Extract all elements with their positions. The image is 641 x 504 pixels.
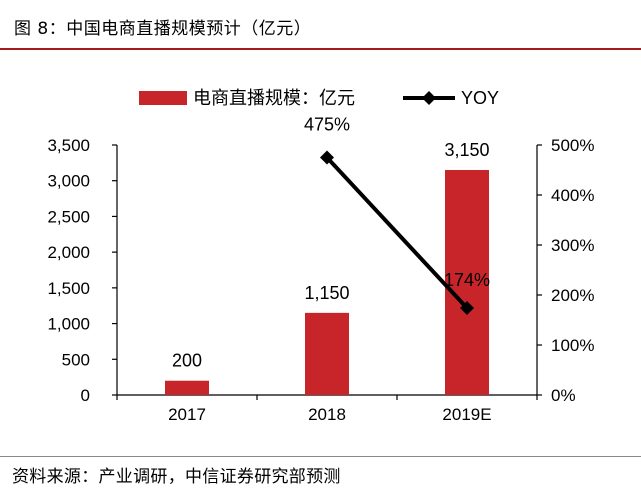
- bar-2018: [305, 312, 349, 395]
- legend-line-label: YOY: [461, 88, 499, 108]
- bar-2017: [165, 380, 209, 395]
- left-y-tick-label: 2,000: [47, 243, 90, 262]
- figure-title: 图 8：中国电商直播规模预计（亿元）: [14, 19, 312, 39]
- bar-value-label: 200: [172, 351, 202, 371]
- x-tick-label: 2017: [168, 405, 206, 424]
- left-y-tick-label: 500: [62, 350, 90, 369]
- right-y-tick-label: 100%: [551, 336, 594, 355]
- left-y-tick-label: 1,500: [47, 279, 90, 298]
- right-y-tick-label: 200%: [551, 286, 594, 305]
- left-y-tick-label: 1,000: [47, 315, 90, 334]
- title-rule: [0, 48, 641, 50]
- left-y-tick-label: 2,500: [47, 207, 90, 226]
- legend-bar-swatch: [139, 91, 187, 105]
- x-tick-label: 2019E: [442, 405, 491, 424]
- yoy-value-label: 475%: [304, 115, 350, 135]
- left-y-tick-label: 3,000: [47, 172, 90, 191]
- bars: [165, 170, 489, 395]
- figure-source: 资料来源：产业调研，中信证券研究部预测: [12, 467, 341, 487]
- yoy-point-marker: [460, 301, 474, 315]
- legend-line-marker: [422, 91, 436, 105]
- right-y-tick-label: 500%: [551, 136, 594, 155]
- yoy-line: [325, 156, 469, 310]
- bar-value-label: 3,150: [444, 140, 489, 160]
- yoy-point-marker: [320, 150, 334, 165]
- right-y-tick-label: 0%: [551, 386, 576, 405]
- right-y-tick-label: 400%: [551, 186, 594, 205]
- right-y-tick-label: 300%: [551, 236, 594, 255]
- left-y-tick-label: 0: [81, 386, 90, 405]
- legend-bar-label: 电商直播规模：亿元: [193, 88, 355, 108]
- chart: 电商直播规模：亿元 YOY 0 500 1,000 1,500 2,000 2,500 3,0…: [47, 88, 594, 424]
- source-rule: [0, 456, 641, 457]
- bar-value-label: 1,150: [304, 283, 349, 303]
- x-tick-label: 2018: [308, 405, 346, 424]
- bar-2019E: [445, 170, 489, 395]
- data-labels: 200 1,150 3,150 475% 174%: [172, 115, 490, 371]
- yoy-value-label: 174%: [444, 270, 490, 290]
- left-y-tick-label: 3,500: [47, 136, 90, 155]
- legend: 电商直播规模：亿元 YOY: [139, 88, 499, 108]
- yoy-line-group: [320, 150, 474, 315]
